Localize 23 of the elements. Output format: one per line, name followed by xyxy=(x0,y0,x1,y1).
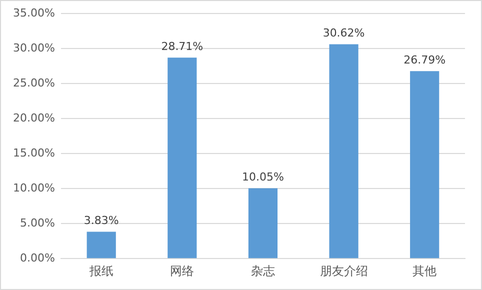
bar xyxy=(410,71,440,258)
x-tick-label: 报纸 xyxy=(88,264,114,278)
bar xyxy=(86,232,116,258)
y-tick-label: 5.00% xyxy=(20,216,55,230)
x-tick-label: 网络 xyxy=(170,264,194,278)
y-tick-label: 20.00% xyxy=(12,111,55,124)
y-tick-label: 0.00% xyxy=(20,251,55,264)
y-tick-label: 10.00% xyxy=(12,181,55,194)
y-tick-label: 35.00% xyxy=(12,6,55,20)
data-label: 30.62% xyxy=(322,26,365,40)
bar xyxy=(329,44,358,258)
data-label: 28.71% xyxy=(161,40,204,53)
y-tick-label: 25.00% xyxy=(12,76,55,90)
y-tick-label: 30.00% xyxy=(12,41,55,54)
x-tick-label: 杂志 xyxy=(250,264,275,278)
y-tick-label: 15.00% xyxy=(12,146,55,160)
bar xyxy=(248,188,278,258)
bar xyxy=(168,58,197,258)
data-label: 26.79% xyxy=(404,53,446,66)
data-label: 10.05% xyxy=(242,170,284,184)
x-tick-label: 朋友介绍 xyxy=(320,264,368,278)
data-label: 3.83% xyxy=(84,214,119,228)
x-tick-label: 其他 xyxy=(412,264,437,278)
